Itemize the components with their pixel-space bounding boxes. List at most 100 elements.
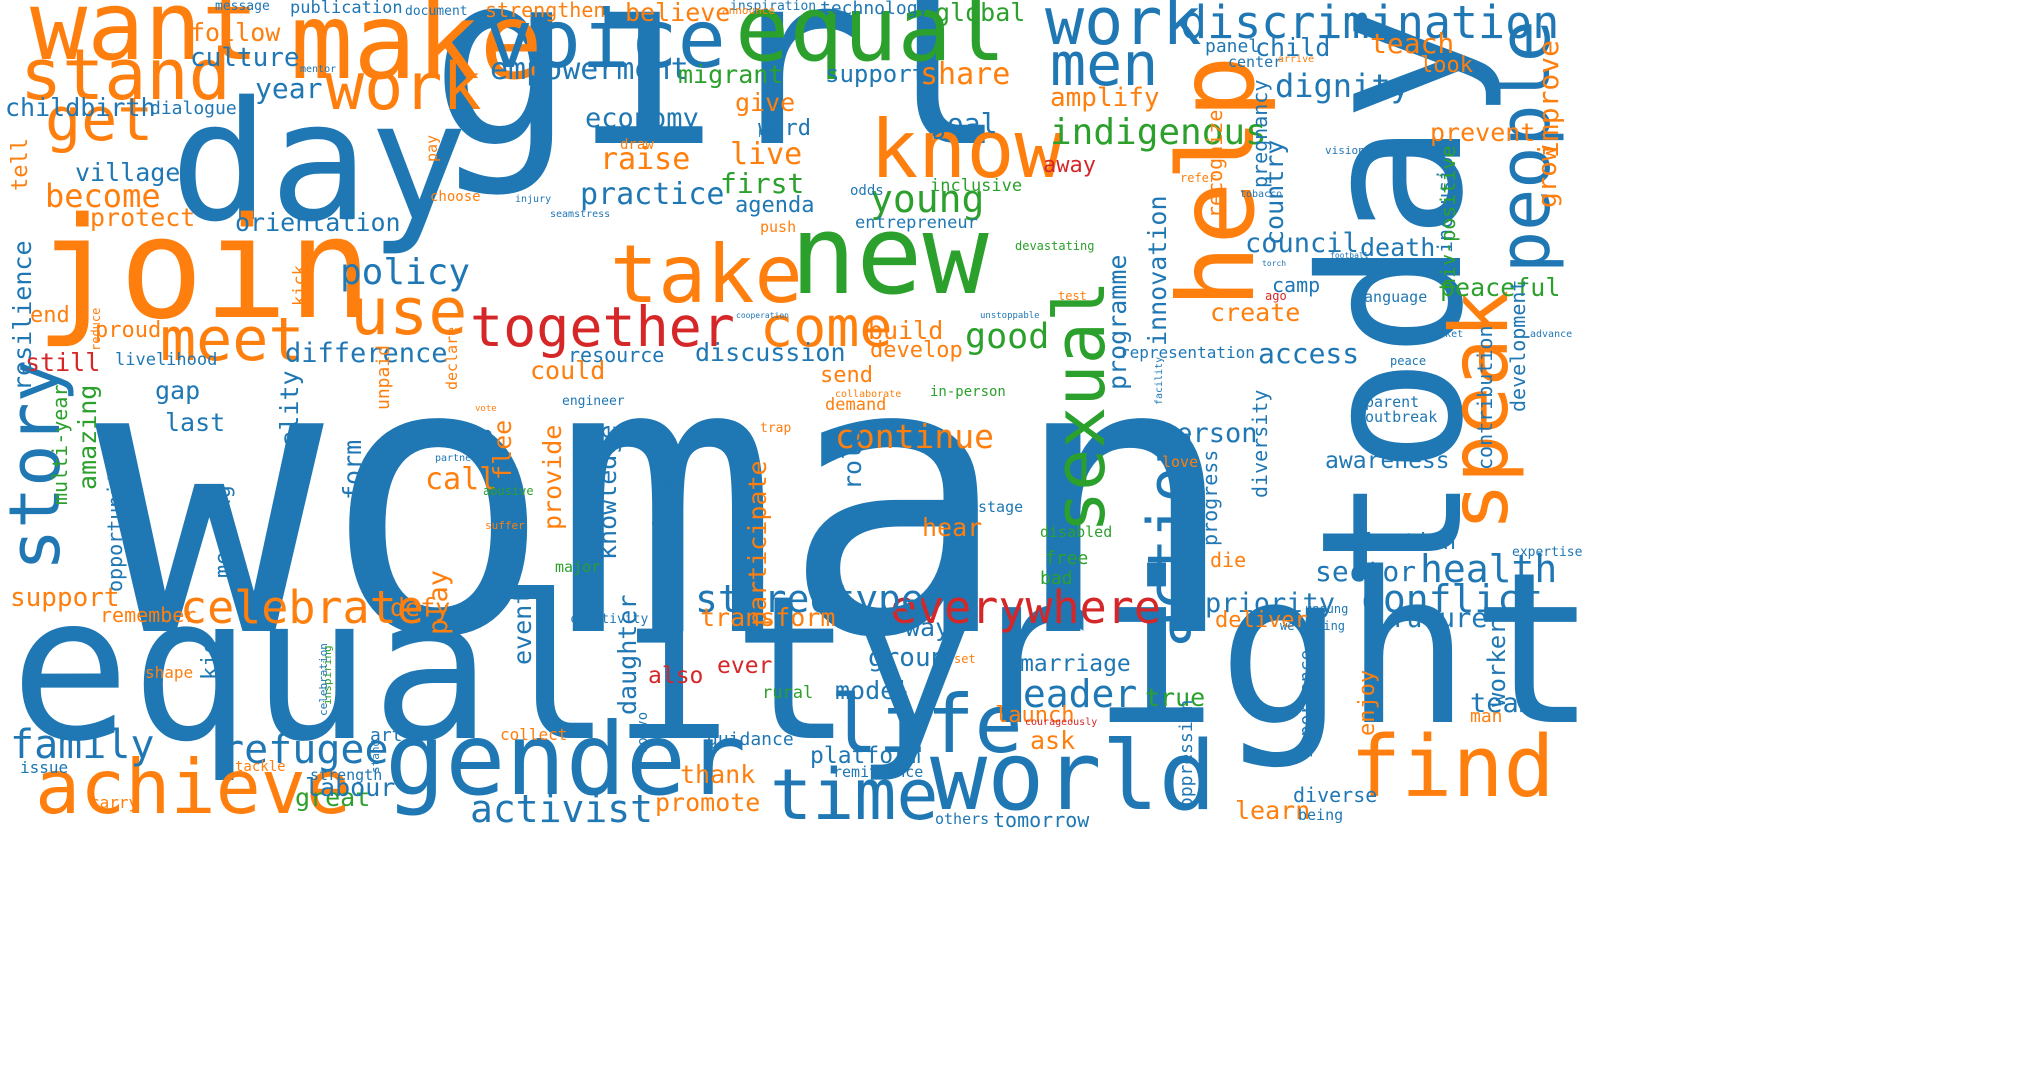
word-text: provide — [538, 424, 567, 530]
word-text: discussion — [695, 338, 846, 367]
word-form: form — [338, 440, 367, 500]
word-text: hiv-positive — [1436, 145, 1460, 291]
word-text: young — [870, 177, 985, 221]
word-declare: declare — [443, 326, 461, 390]
word-tobacco: tobacco — [1240, 190, 1282, 200]
word-election: election — [1350, 532, 1456, 554]
word-orientation: orientation — [235, 210, 401, 235]
word-text: find — [1350, 718, 1555, 817]
word-push: push — [760, 220, 796, 235]
word-text: courageously — [1025, 717, 1098, 728]
word-text: shape — [145, 663, 194, 682]
word-text: carry — [90, 793, 139, 812]
word-rural: rural — [762, 685, 813, 702]
word-world: world — [930, 730, 1216, 825]
word-text: oppression — [1176, 699, 1197, 808]
word-text: village — [75, 158, 181, 187]
word-demand: demand — [825, 397, 886, 414]
word-text: artist — [370, 725, 436, 746]
word-text: way — [905, 613, 951, 642]
word-text: difference — [285, 338, 448, 369]
word-provide: provide — [538, 424, 567, 530]
word-get: get — [45, 90, 153, 150]
word-find: find — [1350, 725, 1555, 810]
word-text: draw — [620, 137, 654, 153]
word-text: achieve — [35, 743, 352, 831]
word-text: voice — [485, 0, 726, 86]
word-tackle: tackle — [235, 760, 286, 774]
word-text: orientation — [235, 208, 401, 237]
word-text: tomorrow — [993, 808, 1090, 832]
word-text: great — [295, 783, 371, 812]
word-text: daughter — [613, 594, 642, 715]
word-engineer: engineer — [562, 395, 625, 408]
word-ago: ago — [1265, 290, 1287, 302]
word-text: choose — [430, 189, 481, 205]
word-text: amazing — [73, 384, 102, 490]
word-tell: tell — [8, 138, 33, 191]
word-agenda: agenda — [735, 195, 814, 217]
word-text: new — [790, 191, 989, 319]
word-text: in-person — [930, 384, 1006, 400]
word-make: make — [290, 0, 543, 95]
word-progress: progress — [1198, 450, 1222, 546]
word-text: agenda — [735, 193, 815, 218]
word-platform: platform — [810, 745, 921, 768]
word-text: race — [440, 423, 493, 448]
word-text: dignity — [1275, 67, 1410, 105]
word-text: protect — [90, 203, 196, 232]
word-text: flee — [488, 419, 517, 480]
word-council: council — [1245, 230, 1359, 257]
word-create: create — [1210, 300, 1300, 325]
word-text: injury — [515, 194, 552, 205]
word-remittance: remittance — [833, 765, 923, 780]
word-text: technology — [820, 0, 929, 19]
word-text: peaceful — [1440, 273, 1561, 302]
word-text: document — [405, 4, 468, 19]
word-text: work — [325, 50, 482, 125]
word-kid: kid — [198, 640, 223, 680]
word-text: live — [730, 137, 803, 172]
word-meet: meet — [160, 310, 305, 370]
word-last: last — [165, 410, 225, 435]
word-odds: odds — [850, 184, 884, 198]
word-text: strength — [310, 766, 383, 784]
word-text: declare — [443, 326, 461, 390]
word-text: away — [1043, 153, 1096, 178]
word-strengthen: strengthen — [485, 0, 605, 20]
word-text: development — [1506, 279, 1530, 412]
word-multi-year: multi-year — [48, 385, 72, 505]
word-carry: carry — [90, 795, 138, 811]
word-text: inclusive — [930, 176, 1023, 196]
word-text: send — [820, 363, 873, 388]
word-become: become — [45, 180, 161, 212]
word-dialogue: dialogue — [150, 100, 237, 118]
word-torch: torch — [1262, 260, 1286, 268]
word-choose: choose — [430, 190, 481, 204]
word-text: build — [868, 316, 944, 345]
word-year: year — [255, 75, 322, 103]
word-work: work — [1045, 0, 1202, 55]
word-prevent: prevent — [1430, 120, 1535, 145]
word-text: end — [30, 303, 70, 328]
word-text: together — [470, 295, 735, 359]
word-text: discrimination — [1180, 0, 1560, 49]
word-text: bad — [1040, 568, 1073, 589]
word-text: country — [1260, 139, 1289, 245]
word-text: language — [1355, 288, 1428, 306]
word-unstoppable: unstoppable — [980, 312, 1040, 321]
word-contribution: contribution — [1473, 325, 1497, 471]
word-follow: follow — [190, 20, 280, 45]
word-could: could — [530, 358, 605, 383]
word-text: opportunity — [103, 459, 127, 592]
word-text: word — [758, 116, 811, 141]
word-ask: ask — [1030, 728, 1075, 753]
word-text: world — [930, 722, 1216, 832]
word-priority: priority — [1205, 590, 1335, 617]
word-free: free — [1045, 550, 1088, 568]
word-tomorrow: tomorrow — [993, 810, 1089, 830]
word-kick: kick — [290, 265, 310, 306]
word-text: continue — [835, 417, 994, 456]
word-death: death — [1360, 235, 1435, 260]
word-work: work — [325, 55, 482, 120]
